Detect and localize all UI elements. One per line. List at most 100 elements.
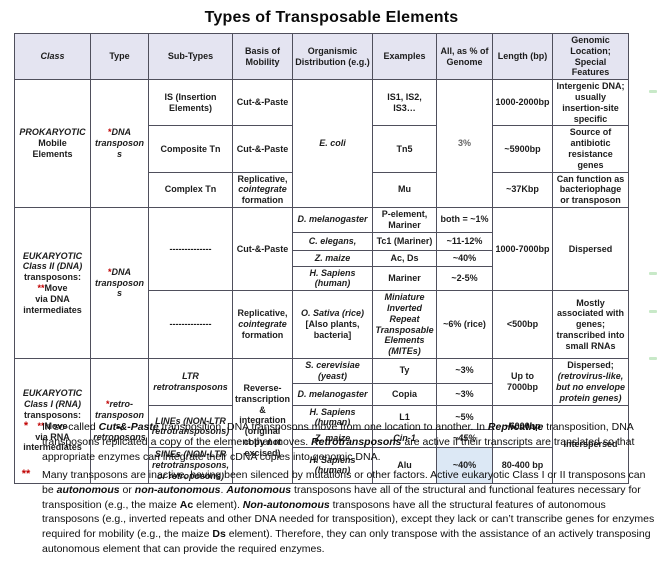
cell-class1-sub-sines: SINEs (NON-LTR retrotransposons, or retr… (148, 447, 233, 484)
header-type: Type (90, 32, 149, 81)
cell-prok-example-is: IS1, IS2, IS3… (372, 79, 437, 127)
cell-prok-example-tn5: Tn5 (372, 125, 437, 173)
header-genomic-location: Genomic Location; Special Features (552, 32, 629, 81)
cell-class1-class: EUKARYOTIC Class I (RNA) transposons: **Mov… (14, 357, 91, 484)
cell-class2-organism-zmaize: Z. maize (292, 249, 373, 267)
cell-class1-type: *retro-transposons, retroposons (90, 357, 149, 484)
cell-class1-example-l1: L1 (372, 404, 437, 431)
cell-class1-organism-hsapiens-alu: H. Sapiens (human) (292, 447, 373, 484)
row-class2-hsapiens: H. Sapiens (human) Mariner ~2-5% (15, 265, 629, 292)
cell-prok-location-tn5: Source of antibiotic resistance genes (552, 125, 629, 173)
cell-class2-organism-hsapiens: H. Sapiens (human) (292, 265, 373, 292)
cell-prok-sub-is: IS (Insertion Elements) (148, 79, 233, 127)
footnotes-section: * In so-called Cut-&-Paste transposition… (10, 420, 656, 560)
cell-class1-example-alu: Alu (372, 447, 437, 484)
cell-prok-sub-composite: Composite Tn (148, 125, 233, 173)
cell-class1-percent-alu-highlighted: ~40% (436, 447, 493, 484)
header-organismic-distribution: Organismic Distribution (e.g.) (292, 32, 373, 81)
row-class2-zmaize: Z. maize Ac, Ds ~40% (15, 249, 629, 267)
cell-class1-example-ty: Ty (372, 357, 437, 384)
cell-prok-sub-complex: Complex Tn (148, 171, 233, 208)
green-mark (649, 272, 657, 275)
row-class2-celegans: C. elegans, Tc1 (Mariner) ~11-12% (15, 231, 629, 251)
cell-class1-length-lines: ~6000bp (492, 404, 553, 449)
cell-class2-example-acds: Ac, Ds (372, 249, 437, 267)
transposable-elements-table: Class Type Sub-Types Basis of Mobility O… (14, 32, 629, 484)
row-class1-cin1: Z. maize Cin-1 ~45% (15, 429, 629, 449)
cell-class2-percent-pelement: both = ~1% (436, 206, 493, 233)
row-class2-mites: -------------- Replicative, cointegrate fo… (15, 290, 629, 359)
cell-class2-example-mariner: Mariner (372, 265, 437, 292)
cell-class1-location-ltr: Dispersed; (retrovirus-like, but no envelo… (552, 357, 629, 406)
cell-prok-basis-composite: Cut-&-Paste (232, 125, 293, 173)
cell-prok-example-mu: Mu (372, 171, 437, 208)
cell-prok-basis-is: Cut-&-Paste (232, 79, 293, 127)
cell-class1-location-interspersed: Interspersed (552, 404, 629, 484)
header-row: Class Type Sub-Types Basis of Mobility O… (14, 32, 629, 81)
cell-prok-type: *DNA transposons (90, 79, 149, 208)
header-sub-types: Sub-Types (148, 32, 233, 81)
cell-class2-organism-osativa: O. Sativa (rice) [Also plants, bacteria] (292, 290, 373, 359)
cell-class2-percent-mariner: ~2-5% (436, 265, 493, 292)
cell-class2-example-tc1: Tc1 (Mariner) (372, 231, 437, 251)
green-mark (649, 310, 657, 313)
cell-class2-basis-replicative: Replicative, cointegrate formation (232, 290, 293, 359)
row-class1-copia: D. melanogaster Copia ~3% (15, 382, 629, 406)
row-prok-is: PROKARYOTIC Mobile Elements *DNA transposon… (14, 79, 629, 208)
green-mark (649, 357, 657, 360)
cell-class1-example-copia: Copia (372, 382, 437, 406)
cell-class2-sub-dashes-2: -------------- (148, 290, 233, 359)
cell-class2-class: EUKARYOTIC Class II (DNA) transposons: **Mo… (14, 206, 91, 359)
header-examples: Examples (372, 32, 437, 81)
cell-class2-location-main: Dispersed (552, 206, 629, 292)
header-class: Class (14, 32, 91, 81)
cell-class1-length-alu: 80-400 bp (492, 447, 553, 484)
cell-class2-percent-acds: ~40% (436, 249, 493, 267)
double-asterisk-marker: ** (21, 467, 31, 480)
cell-prok-percent: 3% (436, 79, 493, 208)
cell-class2-example-mites: Miniature Inverted Repeat Transposable E… (372, 290, 437, 359)
cell-class2-length-mites: <500bp (492, 290, 553, 359)
cell-class2-organism-celegans: C. elegans, (292, 231, 373, 251)
footnote-autonomous: ** Many transposons are inactive, having… (10, 468, 656, 557)
cell-class2-location-mites: Mostly associated with genes; transcribe… (552, 290, 629, 359)
cell-class2-percent-mites: ~6% (rice) (436, 290, 493, 359)
cell-class2-sub-dashes-1: -------------- (148, 206, 233, 292)
row-prok-composite: Composite Tn Cut-&-Paste Tn5 ~5900bp Sou… (15, 125, 629, 173)
cell-class1-organism-scerevisiae: S. cerevisiae (yeast) (292, 357, 373, 384)
cell-class2-percent-tc1: ~11-12% (436, 231, 493, 251)
footnote-text-2: Many transposons are inactive, having be… (42, 468, 655, 556)
header-basis-of-mobility: Basis of Mobility (232, 32, 293, 81)
row-class1-ty: EUKARYOTIC Class I (RNA) transposons: **Mov… (14, 357, 629, 484)
cell-class1-percent-ty: ~3% (436, 357, 493, 384)
header-length-bp: Length (bp) (492, 32, 553, 81)
cell-class1-sub-lines: LINEs (NON-LTR retrotransposons) (148, 404, 233, 449)
cell-prok-class: PROKARYOTIC Mobile Elements (14, 79, 91, 208)
row-class2-dmel: EUKARYOTIC Class II (DNA) transposons: **Mo… (14, 206, 629, 359)
cell-class2-basis-cut: Cut-&-Paste (232, 206, 293, 292)
cell-class1-sub-ltr: LTR retrotransposons (148, 357, 233, 406)
row-prok-complex: Complex Tn Replicative, cointegrate format… (15, 171, 629, 208)
footnote-cut-and-paste: * In so-called Cut-&-Paste transposition… (10, 420, 656, 465)
row-class1-l1: LINEs (NON-LTR retrotransposons) H. Sapi… (15, 404, 629, 484)
page-title: Types of Transposable Elements (204, 9, 459, 26)
cell-class1-percent-copia: ~3% (436, 382, 493, 406)
cell-prok-length-tn5: ~5900bp (492, 125, 553, 173)
cell-prok-location-is: Intergenic DNA; usually insertion-site s… (552, 79, 629, 127)
green-mark (649, 90, 657, 93)
asterisk-marker: * (23, 420, 29, 432)
cell-class1-length-ltr: Up to 7000bp (492, 357, 553, 406)
cell-prok-location-mu: Can function as bacteriophage or transpo… (552, 171, 629, 208)
cell-prok-organism: E. coli (292, 79, 373, 208)
footnote-text-1: In so-called Cut-&-Paste transposition, … (42, 421, 635, 463)
cell-prok-length-mu: ~37Kbp (492, 171, 553, 208)
cell-class2-example-pelement: P-element, Mariner (372, 206, 437, 233)
cell-class1-organism-dmel: D. melanogaster (292, 382, 373, 406)
cell-class1-organism-hsapiens-l1: H. Sapiens (human) (292, 404, 373, 431)
header-percent-of-genome: All, as % of Genome (436, 32, 493, 81)
cell-class2-length-main: 1000-7000bp (492, 206, 553, 292)
cell-class2-type: *DNA transposons (90, 206, 149, 359)
cell-class1-basis-reverse-transcription: Reverse-transcription & integration (ori… (232, 357, 293, 484)
row-class1-alu: SINEs (NON-LTR retrotransposons, or retr… (15, 447, 629, 484)
